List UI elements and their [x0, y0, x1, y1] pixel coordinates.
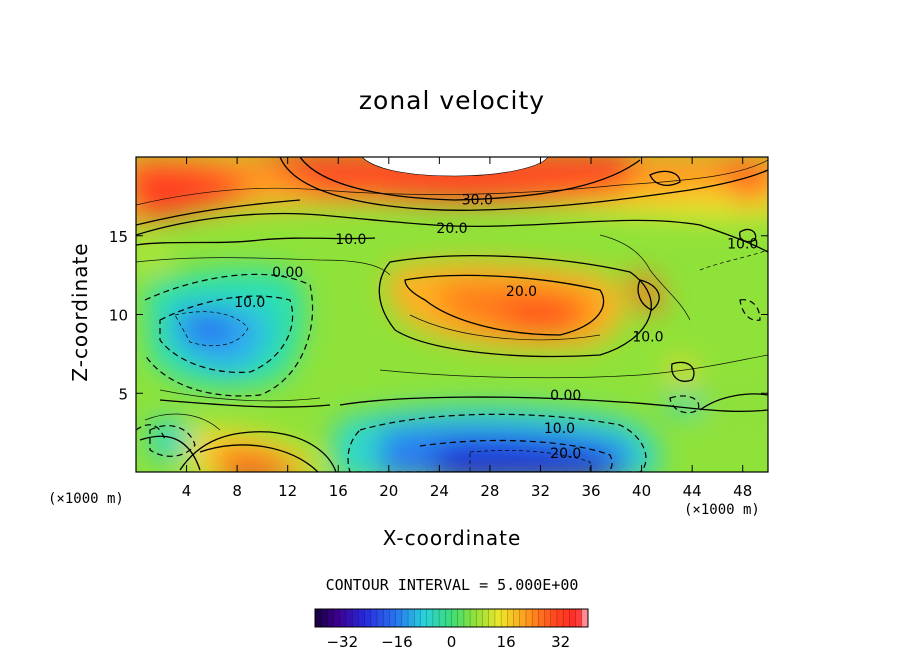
contour-label: 30.0: [462, 193, 493, 209]
colorbar-segment: [315, 609, 322, 627]
colorbar-tick-label: −32: [326, 633, 358, 651]
colorbar-segment: [550, 609, 558, 627]
colorbar-segment: [476, 609, 483, 627]
colorbar-segment: [383, 609, 390, 627]
x-tick-label: 36: [581, 482, 600, 500]
contour-label: 20.0: [506, 284, 537, 300]
contour-label: 20.0: [550, 446, 581, 462]
contour-label: 10.0: [335, 232, 366, 248]
x-tick-label: 12: [278, 482, 297, 500]
contour-label: 10.0: [632, 330, 663, 346]
colorbar-frame: [314, 608, 589, 628]
colorbar-segment: [538, 609, 545, 627]
contour-label: 10.0: [234, 295, 265, 311]
colorbar-segment: [408, 609, 415, 627]
colorbar-segment: [370, 609, 378, 627]
colorbar-segment: [525, 609, 533, 627]
x-unit-label-right: (×1000 m): [684, 502, 760, 518]
colorbar-segment: [513, 609, 521, 627]
x-unit-label-left: (×1000 m): [48, 491, 124, 507]
x-tick-label: 28: [480, 482, 499, 500]
colorbar-segment: [327, 609, 335, 627]
x-axis-title: X-coordinate: [382, 526, 522, 550]
colorbar-segment: [556, 609, 564, 627]
colorbar-segment: [439, 609, 446, 627]
y-tick-label: 10: [109, 307, 128, 325]
y-tick-label: 15: [109, 228, 128, 246]
colorbar-segment: [352, 609, 359, 627]
colorbar-segment: [501, 609, 508, 627]
colorbar-segment: [575, 609, 583, 627]
colorbar-segment: [463, 609, 471, 627]
colorbar-segment: [494, 609, 502, 627]
chart-title: zonal velocity: [358, 86, 546, 115]
colorbar-segment: [339, 609, 347, 627]
colorbar-segment: [563, 609, 570, 627]
colorbar-segment: [451, 609, 459, 627]
colorbar-segment: [432, 609, 440, 627]
colorbar-segment: [364, 609, 372, 627]
y-axis-title: Z-coordinate: [68, 242, 92, 382]
colorbar-segment: [321, 609, 328, 627]
colorbar-segment: [470, 609, 477, 627]
contour-label: 0.00: [550, 388, 581, 404]
y-tick-label: 5: [118, 385, 128, 403]
colorbar-segment: [414, 609, 421, 627]
colorbar-tick-label: 0: [447, 633, 457, 651]
x-tick-label: 4: [182, 482, 192, 500]
colorbar-segment: [395, 609, 403, 627]
colorbar-segment: [569, 609, 576, 627]
contour-label: 0.00: [272, 265, 303, 281]
colorbar-tick-label: −16: [381, 633, 413, 651]
colorbar-segment: [532, 609, 539, 627]
x-tick-label: 8: [232, 482, 242, 500]
contour-label: 20.0: [436, 221, 467, 237]
colorbar-segment: [519, 609, 527, 627]
contour-label: 10.0: [727, 237, 758, 253]
contour-label: 10.0: [544, 421, 575, 437]
colorbar-segment: [581, 609, 589, 627]
x-tick-label: 44: [683, 482, 702, 500]
colorbar-segment: [389, 609, 397, 627]
colorbar-segment: [346, 609, 353, 627]
colorbar-segment: [482, 609, 490, 627]
colorbar-segment: [507, 609, 514, 627]
colorbar-segment: [544, 609, 552, 627]
x-tick-label: 24: [430, 482, 449, 500]
x-tick-label: 20: [379, 482, 398, 500]
colorbar-segment: [426, 609, 434, 627]
x-tick-label: 40: [632, 482, 651, 500]
colorbar-tick-label: 16: [497, 633, 516, 651]
x-tick-label: 48: [733, 482, 752, 500]
contour-interval-label: CONTOUR INTERVAL = 5.000E+00: [325, 576, 579, 594]
x-tick-label: 32: [531, 482, 550, 500]
contour-lines: [136, 157, 768, 472]
colorbar-segment: [445, 609, 452, 627]
colorbar-segment: [488, 609, 496, 627]
colorbar-segment: [401, 609, 409, 627]
colorbar-segment: [457, 609, 465, 627]
x-tick-label: 16: [329, 482, 348, 500]
colorbar-tick-label: 32: [551, 633, 570, 651]
colorbar-segment: [377, 609, 384, 627]
velocity-field: [136, 157, 768, 472]
colorbar-segment: [358, 609, 366, 627]
colorbar-segment: [333, 609, 341, 627]
colorbar-segment: [420, 609, 428, 627]
